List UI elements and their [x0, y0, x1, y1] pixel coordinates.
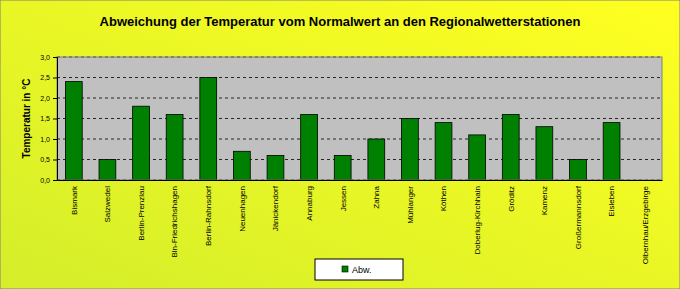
y-tick-label: 2,0 [40, 95, 50, 102]
x-tick-label: Berlin-Rahnsdorf [204, 185, 213, 246]
x-tick: Großermannsdorf [574, 180, 583, 249]
x-tick-label: Zahna [372, 185, 381, 208]
legend-swatch [342, 266, 348, 272]
y-tick-mark [53, 98, 57, 99]
y-tick-label: 3,0 [40, 54, 50, 61]
y-tick: 3,0 [40, 54, 57, 61]
x-tick: Zahna [372, 180, 381, 209]
x-tick-label: Eisleben [607, 186, 616, 217]
x-tick: Neuenhagen [238, 180, 247, 232]
x-tick: Kamenz [540, 180, 549, 215]
bar [99, 160, 116, 181]
bar [65, 82, 82, 180]
bar [536, 127, 553, 180]
bar [133, 106, 150, 180]
y-axis-line [53, 58, 58, 181]
x-tick: Annaburg [305, 180, 314, 221]
bar [301, 114, 318, 180]
bar [267, 155, 284, 180]
bar [200, 78, 217, 181]
bar [469, 135, 486, 180]
y-tick: 0,5 [40, 156, 57, 163]
bar [166, 114, 183, 180]
y-tick: 2,5 [40, 74, 57, 81]
y-axis: 0,0 0,5 1,0 1,5 2,0 2,5 3,0 [40, 54, 57, 184]
x-tick: Köthen [439, 180, 448, 211]
y-tick: 1,5 [40, 115, 57, 122]
bar [402, 119, 419, 181]
grid-line [57, 77, 662, 78]
y-tick-label: 1,0 [40, 136, 50, 143]
bar [368, 139, 385, 180]
grid-line [57, 98, 662, 99]
x-tick-label: Olbernhau/Erzgebirge [641, 185, 650, 264]
y-tick: 0,0 [40, 177, 57, 184]
plot: 0,0 0,5 1,0 1,5 2,0 2,5 3,0 Bismark Salzwedel Ber… [40, 54, 662, 265]
background [0, 0, 680, 289]
x-tick-label: Neuenhagen [238, 186, 247, 232]
x-tick: Jessen [338, 180, 347, 211]
x-tick: Jänickendorf [271, 180, 280, 231]
legend-label: Abw. [352, 265, 372, 275]
y-tick-mark [53, 78, 57, 79]
x-axis: Bismark Salzwedel Berlin-Prenzlau Bln-Fried… [58, 180, 663, 264]
bars [65, 78, 620, 181]
x-tick: Olbernhau/Erzgebirge [641, 180, 650, 264]
x-tick: Eisleben [607, 180, 616, 217]
x-tick: Bln-Friedrichshagen [170, 180, 179, 258]
x-tick-label: Großermannsdorf [574, 185, 583, 249]
y-tick-label: 0,5 [40, 156, 50, 163]
x-tick-label: Kamenz [540, 186, 549, 215]
x-tick: Gröditz [507, 180, 516, 212]
y-tick-mark [53, 119, 57, 120]
x-tick-label: Annaburg [305, 186, 314, 221]
x-tick: Doberlug-Kirchhain [473, 180, 482, 254]
y-tick-mark [53, 139, 57, 140]
x-tick-label: Bln-Friedrichshagen [170, 186, 179, 258]
x-tick: Bismark [70, 180, 79, 215]
y-tick: 2,0 [40, 95, 57, 102]
x-tick-label: Mühlanger [406, 186, 415, 224]
x-tick: Berlin-Rahnsdorf [204, 180, 213, 246]
bar [233, 151, 250, 180]
y-tick-label: 2,5 [40, 74, 50, 81]
x-tick-label: Köthen [439, 186, 448, 211]
y-tick: 1,0 [40, 136, 57, 143]
bar [435, 123, 452, 180]
y-tick-mark [53, 160, 57, 161]
x-tick-label: Bismark [70, 185, 79, 215]
title: Abweichung der Temperatur vom Normalwert… [100, 14, 581, 29]
bar [502, 114, 519, 180]
plot-area [57, 57, 662, 180]
grid [57, 57, 662, 180]
y-axis-title: Temperatur in °C [21, 79, 32, 159]
x-axis-line [58, 180, 663, 181]
chart: Abweichung der Temperatur vom Normalwert… [0, 0, 680, 289]
x-tick: Salzwedel [103, 180, 112, 222]
y-tick-mark [53, 57, 57, 58]
legend-box [315, 259, 403, 280]
x-tick-label: Salzwedel [103, 186, 112, 223]
y-tick-mark [53, 180, 57, 181]
legend: Abw. [315, 259, 403, 280]
x-tick-label: Gröditz [507, 186, 516, 212]
x-tick-label: Jänickendorf [271, 185, 280, 231]
x-tick: Berlin-Prenzlau [137, 180, 146, 241]
x-tick-label: Jessen [338, 186, 347, 211]
bar [334, 155, 351, 180]
bar [570, 160, 587, 181]
x-tick-label: Doberlug-Kirchhain [473, 186, 482, 254]
x-tick: Mühlanger [406, 180, 415, 224]
y-tick-label: 0,0 [40, 177, 50, 184]
y-tick-label: 1,5 [40, 115, 50, 122]
x-tick-label: Berlin-Prenzlau [137, 186, 146, 241]
plot-frame [57, 57, 662, 180]
bar [603, 123, 620, 180]
